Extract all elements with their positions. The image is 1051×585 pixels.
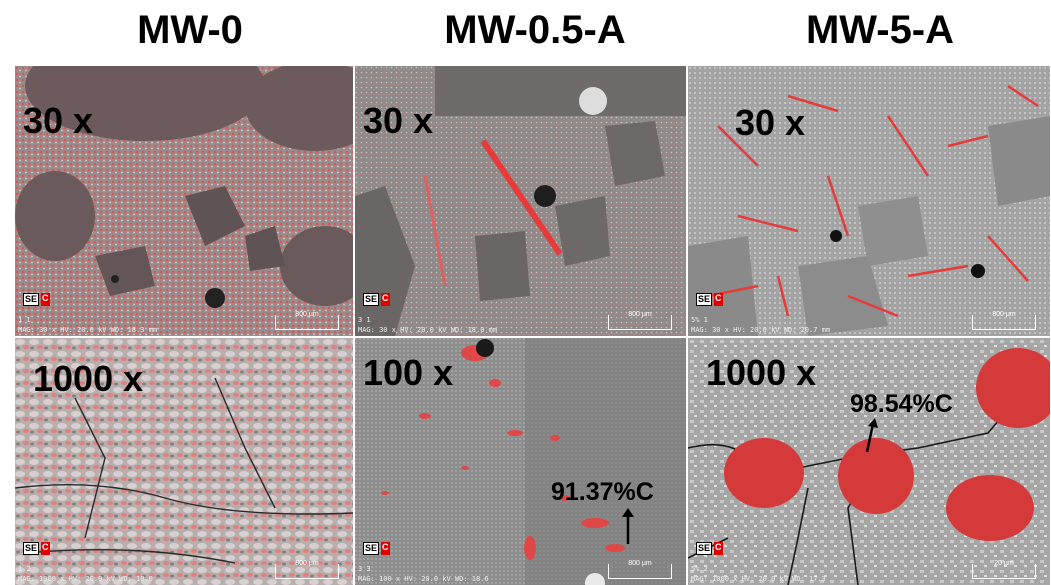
detector-badge: SE C bbox=[23, 542, 50, 555]
sem-metadata: MAG: 30 x HV: 20.0 kV WD: 20.7 mm bbox=[691, 326, 831, 334]
sem-metadata: MAG: 1000 x HV: 20.0 kV WD: 18.0 bbox=[18, 575, 153, 583]
scale-bar-label: 800 µm bbox=[992, 311, 1016, 318]
image-index: 5% 2 bbox=[691, 565, 708, 573]
sem-micrograph bbox=[688, 338, 1050, 585]
magnification-label: 30 x bbox=[23, 100, 94, 141]
sem-micrograph bbox=[355, 338, 686, 585]
sem-metadata: MAG: 1000 x HV: 20.0 kV WD: 17.3 bbox=[691, 575, 826, 583]
c-label: C bbox=[381, 542, 390, 555]
scale-bar-label: 800 µm bbox=[628, 560, 652, 567]
column-title-mw-0: MW-0 bbox=[137, 8, 243, 52]
sem-image-mw-5-a-30x: 30 x SE C 5% 1 MAG: 30 x HV: 20.0 kV WD: … bbox=[688, 66, 1050, 336]
se-label: SE bbox=[23, 293, 40, 306]
sem-metadata: MAG: 100 x HV: 20.0 kV WD: 18.6 bbox=[358, 575, 489, 583]
scale-bar: 800 µm bbox=[972, 311, 1036, 330]
se-label: SE bbox=[696, 542, 713, 555]
sem-micrograph bbox=[688, 66, 1050, 336]
sem-metadata: MAG: 30 x HV: 20.0 kV WD: 18.3 mm bbox=[18, 326, 158, 334]
detector-badge: SE C bbox=[363, 293, 390, 306]
se-label: SE bbox=[363, 542, 380, 555]
annotation-arrow bbox=[865, 418, 878, 452]
c-label: C bbox=[381, 293, 390, 306]
c-label: C bbox=[41, 293, 50, 306]
sem-metadata: MAG: 30 x HV: 20.0 kV WD: 18.0 mm bbox=[358, 326, 498, 334]
scale-bar-label: 800 µm bbox=[295, 311, 319, 318]
scale-bar: 800 µm bbox=[275, 311, 339, 330]
carbon-content-annotation: 98.54%C bbox=[850, 390, 953, 418]
magnification-label: 1000 x bbox=[706, 352, 817, 393]
detector-badge: SE C bbox=[363, 542, 390, 555]
scale-bar: 800 µm bbox=[275, 560, 339, 579]
sem-micrograph bbox=[355, 66, 686, 336]
image-index: 5% 1 bbox=[691, 316, 708, 324]
image-index: 3 3 bbox=[358, 565, 371, 573]
column-title-mw-5-a: MW-5-A bbox=[805, 8, 955, 52]
sem-image-mw-0-30x: 30 x SE C 1 1 MAG: 30 x HV: 20.0 kV WD: 1… bbox=[15, 66, 353, 336]
magnification-label: 1000 x bbox=[33, 358, 144, 399]
se-label: SE bbox=[23, 542, 40, 555]
image-index: 3 1 bbox=[358, 316, 371, 324]
magnification-label: 100 x bbox=[363, 352, 454, 393]
scale-bar: 800 µm bbox=[608, 560, 672, 579]
magnification-label: 30 x bbox=[363, 100, 434, 141]
sem-image-mw-5-a-1000x: 1000 x 98.54%C SE C 5% 2 MAG: 1000 x HV: … bbox=[688, 338, 1050, 585]
scale-bar-label: 20 µm bbox=[994, 560, 1014, 567]
scale-bar-label: 800 µm bbox=[295, 560, 319, 567]
detector-badge: SE C bbox=[696, 542, 723, 555]
c-label: C bbox=[714, 542, 723, 555]
column-title-mw-0.5-a: MW-0.5-A bbox=[444, 8, 626, 52]
image-index: 1 1 bbox=[18, 316, 31, 324]
sem-image-mw-0.5-a-100x: 100 x 91.37%C SE C 3 3 MAG: 100 x HV: 20.… bbox=[355, 338, 686, 585]
scale-bar: 800 µm bbox=[608, 311, 672, 330]
se-label: SE bbox=[696, 293, 713, 306]
se-label: SE bbox=[363, 293, 380, 306]
scale-bar: 20 µm bbox=[972, 560, 1036, 579]
scale-bar-label: 800 µm bbox=[628, 311, 652, 318]
sem-micrograph bbox=[15, 338, 353, 585]
sem-micrograph bbox=[15, 66, 353, 336]
c-label: C bbox=[41, 542, 50, 555]
detector-badge: SE C bbox=[696, 293, 723, 306]
sem-image-mw-0.5-a-30x: 30 x SE C 3 1 MAG: 30 x HV: 20.0 kV WD: 1… bbox=[355, 66, 686, 336]
detector-badge: SE C bbox=[23, 293, 50, 306]
sem-image-mw-0-1000x: 1000 x SE C 1 2 MAG: 1000 x HV: 20.0 kV W… bbox=[15, 338, 353, 585]
image-index: 1 2 bbox=[18, 565, 31, 573]
annotation-arrow bbox=[622, 508, 634, 544]
c-label: C bbox=[714, 293, 723, 306]
carbon-content-annotation: 91.37%C bbox=[551, 478, 654, 506]
magnification-label: 30 x bbox=[735, 102, 806, 143]
